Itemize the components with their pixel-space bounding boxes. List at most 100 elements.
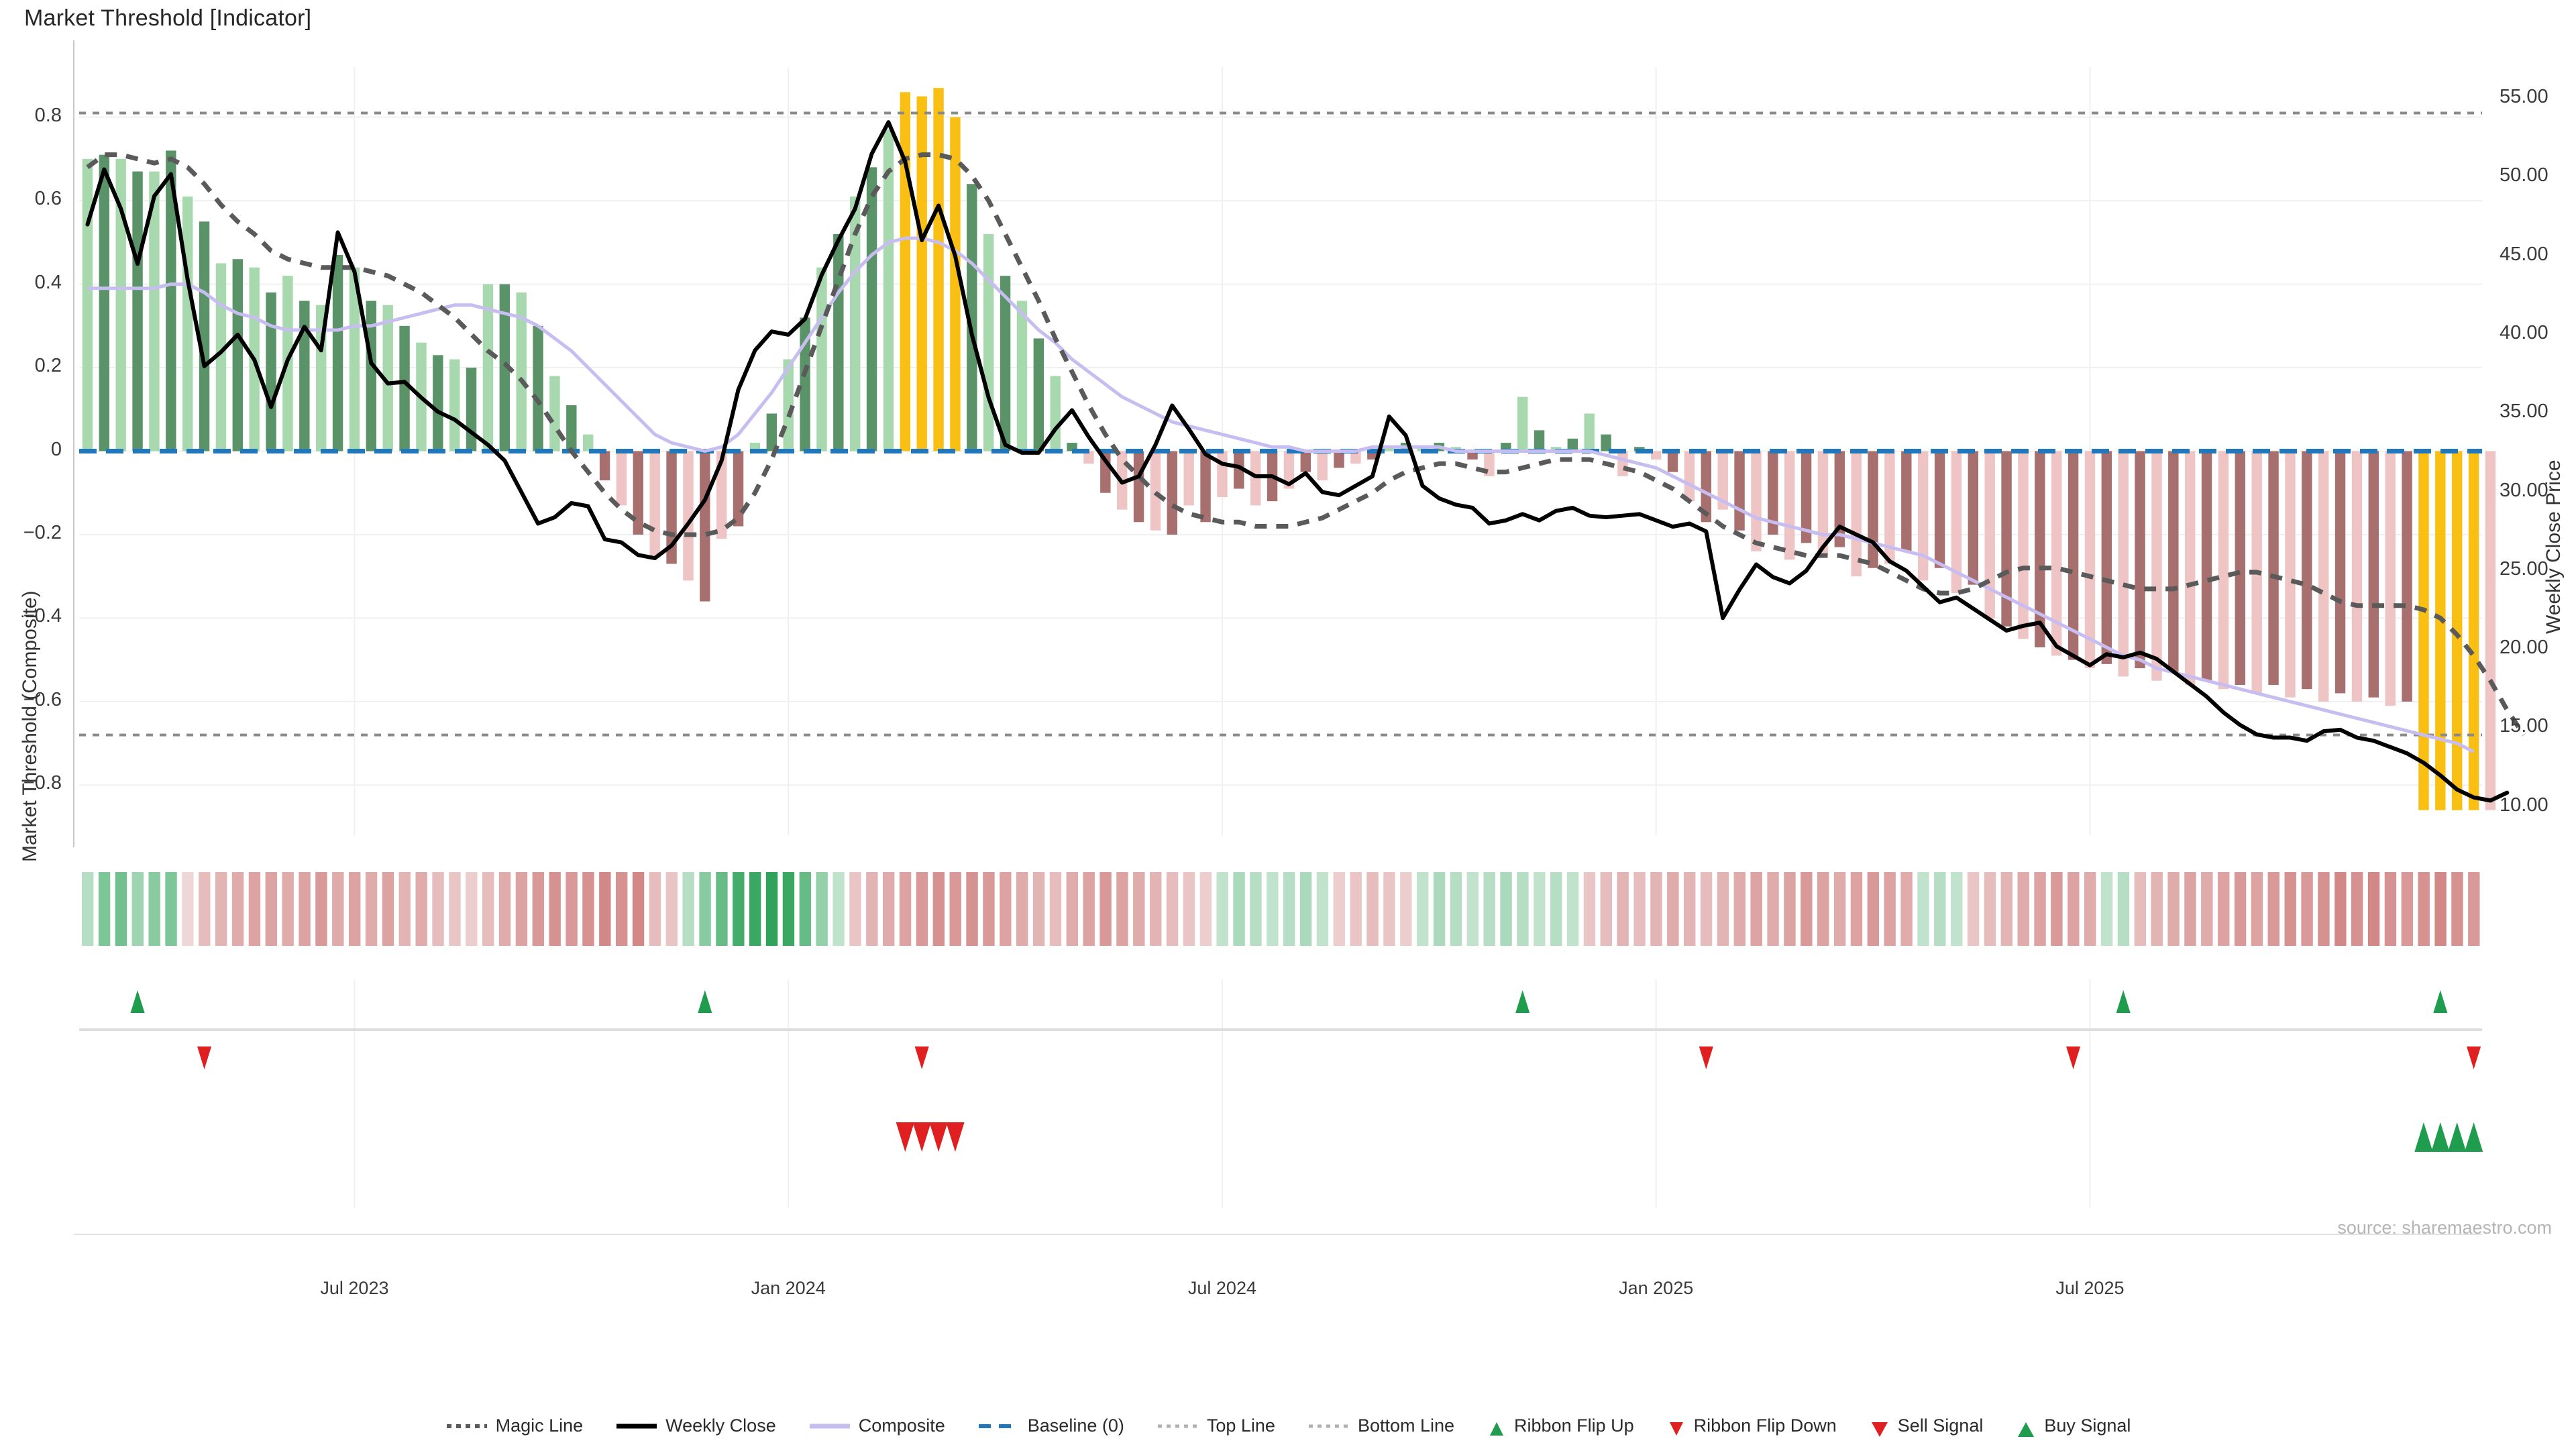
histogram-bar — [1200, 451, 1211, 523]
histogram-bar — [2201, 451, 2212, 681]
ribbon-segment — [131, 872, 144, 946]
ribbon-segment — [1233, 872, 1245, 946]
ribbon-segment — [2468, 872, 2480, 946]
y-axis-tick-right: 20.00 — [2500, 637, 2548, 659]
ribbon-segment — [1350, 872, 1362, 946]
histogram-bar — [466, 368, 477, 451]
ribbon-segment — [2301, 872, 2313, 946]
histogram-bar — [2151, 451, 2162, 681]
histogram-bar — [1567, 438, 1578, 451]
ribbon-segment — [348, 872, 361, 946]
ribbon-segment — [2367, 872, 2380, 946]
legend-item[interactable]: Sell Signal — [1869, 1415, 1983, 1437]
ribbon-segment — [2084, 872, 2096, 946]
ribbon-segment — [1683, 872, 1696, 946]
y-axis-tick-left: −0.4 — [23, 605, 62, 627]
ribbon-segment — [532, 872, 545, 946]
ribbon-segment — [398, 872, 411, 946]
legend-item[interactable]: Buy Signal — [2015, 1415, 2131, 1437]
y-axis-tick-right: 10.00 — [2500, 794, 2548, 816]
ribbon-segment — [1483, 872, 1495, 946]
ribbon-segment — [1133, 872, 1145, 946]
legend-item-label: Ribbon Flip Down — [1693, 1415, 1837, 1436]
magic-line — [86, 152, 2526, 737]
ribbon-segment — [2267, 872, 2280, 946]
y-axis-tick-left: −0.8 — [23, 772, 62, 794]
ribbon-segment — [782, 872, 795, 946]
ribbon-segment — [649, 872, 661, 946]
y-axis-tick-left: −0.6 — [23, 688, 62, 710]
ribbon-segment — [1566, 872, 1579, 946]
ribbon-segment — [1366, 872, 1379, 946]
histogram-bar — [349, 267, 360, 451]
ribbon-segment — [2100, 872, 2113, 946]
ribbon-flip-down-marker — [2066, 1046, 2081, 1069]
ribbon-segment — [849, 872, 861, 946]
buy-signal-swatch-icon — [2015, 1420, 2037, 1437]
ribbon-segment — [2184, 872, 2196, 946]
y-axis-tick-right: 25.00 — [2500, 557, 2548, 580]
histogram-bar — [1016, 301, 1028, 451]
ribbon-segment — [2117, 872, 2130, 946]
histogram-bar — [2135, 451, 2145, 669]
ribbon-segment — [1267, 872, 1279, 946]
weekly-close-swatch-icon — [615, 1420, 658, 1432]
ribbon-segment — [1767, 872, 1779, 946]
ribbon-segment — [1850, 872, 1863, 946]
ribbon-segment — [1934, 872, 1946, 946]
ribbon-segment — [2167, 872, 2180, 946]
ribbon-segment — [165, 872, 177, 946]
ribbon-segment — [966, 872, 978, 946]
ribbon-segment — [182, 872, 194, 946]
histogram-bar — [649, 451, 660, 556]
histogram-bar — [983, 233, 994, 451]
histogram-bar — [1033, 338, 1044, 451]
histogram-bar — [499, 284, 511, 451]
ribbon-flip-up-marker — [698, 990, 712, 1013]
histogram-bar — [1951, 451, 1962, 594]
histogram-bar — [1283, 451, 1295, 489]
legend-item[interactable]: Magic Line — [445, 1415, 583, 1436]
histogram-bar — [1717, 451, 1728, 510]
ribbon-flip-up-marker — [1515, 990, 1530, 1013]
ribbon-segment — [1416, 872, 1429, 946]
source-note: source: sharemaestro.com — [2337, 1218, 2552, 1238]
legend-item[interactable]: Baseline (0) — [977, 1415, 1124, 1436]
ribbon-segment — [1250, 872, 1262, 946]
legend-item[interactable]: Ribbon Flip Up — [1487, 1415, 1634, 1436]
histogram-bar — [1801, 451, 1812, 543]
ribbon-segment — [1500, 872, 1512, 946]
ribbon-segment — [816, 872, 828, 946]
ribbon-segment — [799, 872, 812, 946]
ribbon-segment — [2017, 872, 2029, 946]
histogram-bar — [599, 451, 610, 481]
histogram-bar — [700, 451, 710, 602]
ribbon-flip-down-marker — [1699, 1046, 1713, 1069]
histogram-bar — [1534, 430, 1545, 451]
histogram-bar — [1701, 451, 1712, 523]
legend-item[interactable]: Composite — [808, 1415, 945, 1436]
ribbon-segment — [2334, 872, 2347, 946]
ribbon-segment — [1433, 872, 1446, 946]
buy-signal-marker — [2431, 1122, 2450, 1152]
ribbon-flip-up-marker — [2116, 990, 2131, 1013]
ribbon-segment — [2401, 872, 2414, 946]
legend-item[interactable]: Bottom Line — [1307, 1415, 1454, 1436]
histogram-bar — [533, 325, 543, 451]
legend-item[interactable]: Weekly Close — [615, 1415, 776, 1436]
histogram-bar — [1150, 451, 1161, 531]
ribbon-segment — [115, 872, 127, 946]
histogram-bar — [766, 413, 777, 451]
histogram-bar — [299, 301, 310, 451]
ribbon-segment — [716, 872, 728, 946]
ribbon-segment — [1801, 872, 1813, 946]
legend-item[interactable]: Top Line — [1157, 1415, 1275, 1436]
y-axis-tick-right: 50.00 — [2500, 164, 2548, 186]
legend-item-label: Bottom Line — [1357, 1415, 1455, 1436]
histogram-bar — [516, 292, 527, 451]
histogram-bar — [2402, 451, 2412, 702]
histogram-bar — [1383, 447, 1395, 451]
ribbon-segment — [1650, 872, 1662, 946]
legend-item-label: Ribbon Flip Up — [1514, 1415, 1634, 1436]
legend-item[interactable]: Ribbon Flip Down — [1666, 1415, 1837, 1436]
